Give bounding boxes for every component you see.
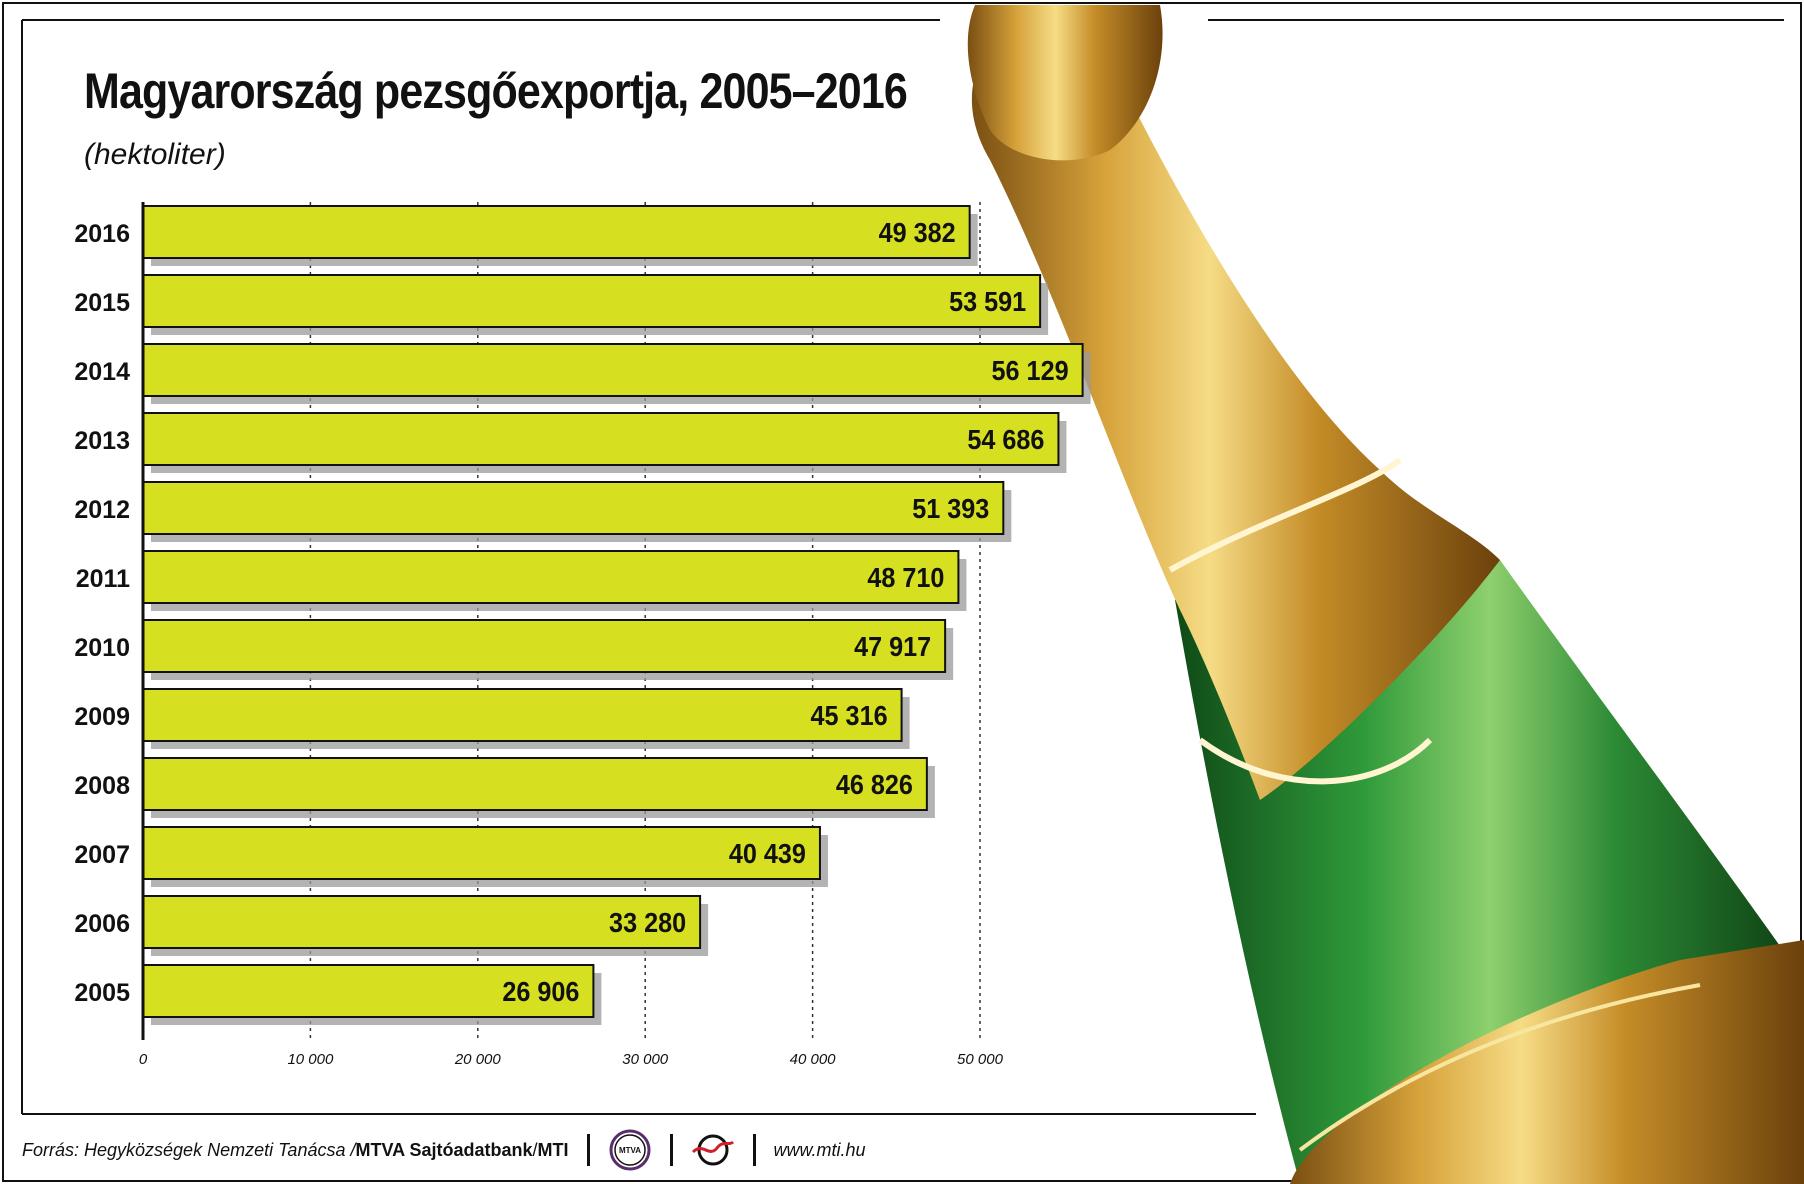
bar-2006 [142, 895, 702, 949]
chart-title: Magyarország pezsgőexportja, 2005–2016 [84, 63, 908, 119]
category-label: 2015 [74, 289, 130, 317]
category-label: 2012 [74, 496, 130, 524]
category-label: 2006 [74, 910, 130, 938]
bar-2005 [142, 964, 595, 1018]
x-tick-label: 50 000 [957, 1051, 1004, 1068]
category-label: 2013 [74, 427, 130, 455]
source-text: Forrás: Hegyközségek Nemzeti Tanácsa / [22, 1139, 356, 1160]
agency-name: MTVA Sajtóadatbank [355, 1139, 533, 1160]
category-label: 2014 [74, 358, 130, 386]
bar-value-label: 46 826 [836, 769, 913, 801]
source-slash: / [532, 1139, 538, 1160]
category-label: 2005 [74, 979, 130, 1007]
x-tick-label: 20 000 [454, 1051, 502, 1068]
bar-2012 [142, 481, 1005, 535]
bar-value-label: 47 917 [854, 631, 931, 663]
bar-value-label: 45 316 [811, 700, 888, 732]
bar-2007 [142, 826, 821, 880]
bottle-label [1290, 940, 1804, 1184]
bar-2014 [142, 343, 1084, 397]
bar-value-label: 49 382 [879, 217, 956, 249]
category-label: 2010 [74, 634, 130, 662]
bar-2015 [142, 274, 1042, 328]
category-label: 2007 [74, 841, 130, 869]
bar-2008 [142, 757, 928, 811]
bar-2010 [142, 619, 947, 673]
footer-separator [752, 1134, 756, 1166]
bar-value-label: 53 591 [949, 286, 1026, 318]
chart-subtitle: (hektoliter) [84, 138, 226, 171]
bar-2016 [142, 205, 971, 259]
category-label: 2008 [74, 772, 130, 800]
bar-2009 [142, 688, 903, 742]
bar-value-label: 56 129 [992, 355, 1069, 387]
bar-value-label: 33 280 [609, 907, 686, 939]
category-label: 2011 [76, 565, 130, 593]
bottle-cork-foil [967, 5, 1163, 161]
bar-value-label: 54 686 [967, 424, 1044, 456]
x-tick-label: 30 000 [622, 1051, 669, 1068]
x-tick-label: 0 [139, 1051, 148, 1068]
bar-value-label: 26 906 [502, 976, 579, 1008]
bar-value-label: 40 439 [729, 838, 806, 870]
mtva-logo-icon: MTVA [609, 1129, 651, 1171]
category-label: 2016 [74, 220, 130, 248]
mti-name: MTI [537, 1139, 569, 1160]
bottle-neck-foil [971, 32, 1500, 800]
bar-value-label: 51 393 [912, 493, 989, 525]
website-url: www.mti.hu [773, 1139, 866, 1160]
bar-2013 [142, 412, 1060, 466]
bar-value-label: 48 710 [867, 562, 944, 594]
x-tick-label: 40 000 [790, 1051, 837, 1068]
bar-2011 [142, 550, 960, 604]
footer-separator [586, 1134, 590, 1166]
mti-logo-icon [691, 1134, 734, 1166]
x-tick-label: 10 000 [287, 1051, 334, 1068]
footer: Forrás: Hegyközségek Nemzeti Tanácsa / M… [22, 1129, 866, 1171]
category-label: 2009 [74, 703, 130, 731]
mtva-logo-text: MTVA [618, 1146, 640, 1155]
footer-separator [669, 1134, 673, 1166]
